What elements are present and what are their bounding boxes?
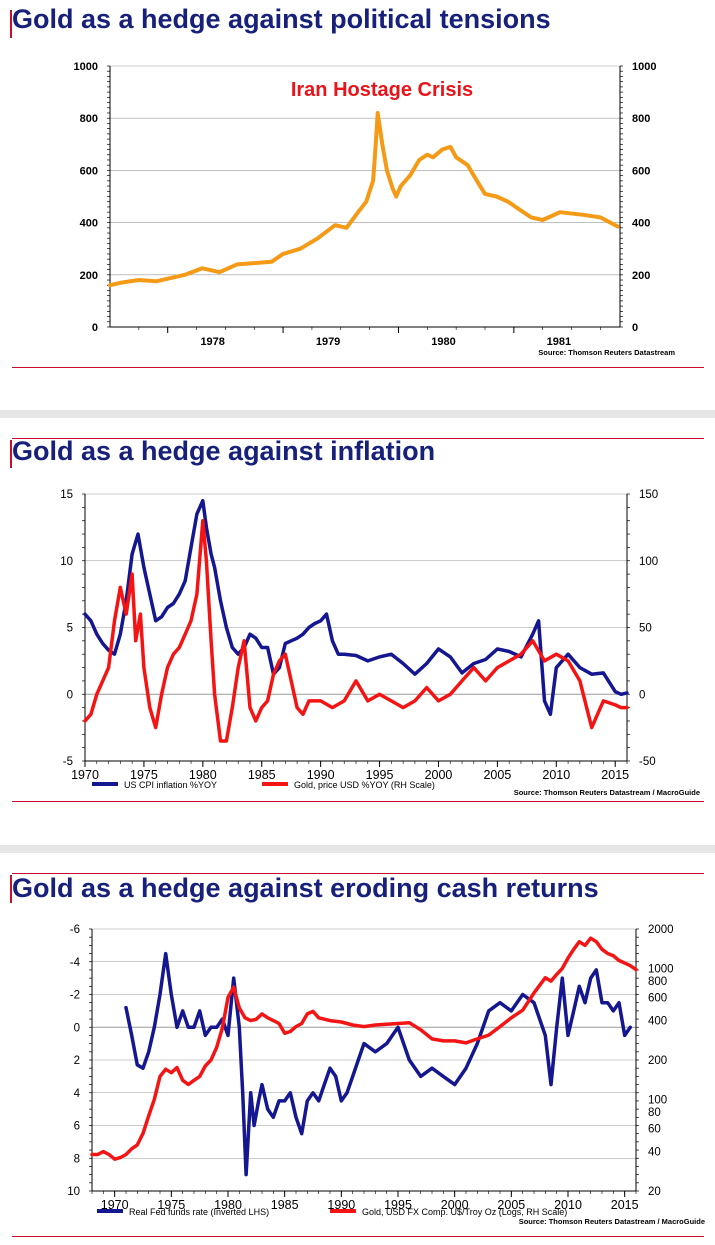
y-tick-label-right: 800 — [632, 113, 650, 125]
y-tick-label-left: 600 — [80, 165, 98, 177]
series-line-2 — [83, 518, 629, 743]
y-tick-label-left: 10 — [67, 1186, 80, 1198]
y-tick-label-right: -50 — [639, 756, 656, 768]
y-tick-label-left: 800 — [80, 113, 98, 125]
x-tick-label: 1970 — [71, 768, 99, 782]
y-tick-label-left: 0 — [92, 322, 98, 334]
bottom-divider — [12, 1236, 704, 1237]
annotation-label: Iran Hostage Crisis — [291, 79, 473, 101]
y-tick-label-right: 400 — [632, 218, 650, 230]
x-tick-label: 1990 — [307, 768, 335, 782]
y-tick-label-right: 2000 — [648, 924, 674, 936]
source-note: Source: Thomson Reuters Datastream / Mac… — [514, 788, 700, 797]
x-tick-label: 1985 — [271, 1198, 299, 1212]
y-tick-label-left: -6 — [70, 924, 80, 936]
x-tick-label: 2000 — [441, 1198, 469, 1212]
x-tick-label: 2000 — [425, 768, 453, 782]
y-tick-label-right: 100 — [639, 556, 658, 568]
x-tick-label: 1980 — [214, 1198, 242, 1212]
chart-panel-cash-returns: Gold as a hedge against eroding cash ret… — [0, 853, 715, 1245]
source-note: Source: Thomson Reuters Datastream — [538, 348, 675, 357]
y-tick-label-right: 40 — [648, 1147, 661, 1159]
y-tick-label-right: 800 — [648, 976, 667, 988]
x-tick-label: 1990 — [327, 1198, 355, 1212]
x-tick-label: 1980 — [431, 336, 455, 348]
x-tick-label: 2015 — [601, 768, 629, 782]
legend-label-2: Gold, price USD %YOY (RH Scale) — [294, 780, 435, 790]
x-tick-label: 1978 — [200, 336, 224, 348]
chart-panel-political: Gold as a hedge against political tensio… — [0, 0, 715, 380]
y-tick-label-left: 10 — [60, 556, 73, 568]
y-tick-label-right: 60 — [648, 1123, 661, 1135]
x-tick-label: 1979 — [316, 336, 340, 348]
x-tick-label: 2005 — [497, 1198, 525, 1212]
series-line-1 — [124, 951, 633, 1177]
x-tick-label: 2010 — [554, 1198, 582, 1212]
y-tick-label-left: 400 — [80, 218, 98, 230]
y-tick-label-left: 200 — [80, 270, 98, 282]
x-tick-label: 2010 — [542, 768, 570, 782]
chart-title: Gold as a hedge against eroding cash ret… — [12, 873, 599, 903]
chart-title: Gold as a hedge against political tensio… — [12, 4, 551, 34]
y-tick-label-right: 200 — [632, 270, 650, 282]
x-tick-label: 1995 — [366, 768, 394, 782]
y-tick-label-right: 100 — [648, 1094, 667, 1106]
x-tick-label: 1995 — [384, 1198, 412, 1212]
legend-label-2: Gold, USD FX Comp. U$/Troy Oz (Logs, RH … — [362, 1207, 567, 1217]
series-line-1 — [83, 498, 629, 717]
y-tick-label-left: 2 — [74, 1055, 80, 1067]
y-tick-label-left: -4 — [70, 957, 81, 969]
y-tick-label-left: -2 — [70, 990, 80, 1002]
x-tick-label: 2005 — [483, 768, 511, 782]
x-tick-label: 1975 — [157, 1198, 185, 1212]
title-accent-bar — [10, 875, 12, 903]
x-tick-label: 1970 — [101, 1198, 129, 1212]
y-tick-label-right: 50 — [639, 623, 652, 635]
y-tick-label-right: 600 — [632, 165, 650, 177]
y-tick-label-right: 0 — [639, 689, 645, 701]
y-tick-label-left: 6 — [74, 1121, 80, 1133]
y-tick-label-right: 1000 — [648, 963, 674, 975]
source-note: Source: Thomson Reuters Datastream / Mac… — [519, 1217, 705, 1226]
x-tick-label: 2015 — [611, 1198, 639, 1212]
title-accent-bar — [10, 10, 12, 38]
bottom-divider — [12, 801, 704, 802]
y-tick-label-right: 200 — [648, 1055, 667, 1067]
y-tick-label-left: 1000 — [74, 61, 98, 73]
x-tick-label: 1981 — [547, 336, 571, 348]
y-tick-label-left: 0 — [67, 689, 73, 701]
bottom-divider — [12, 367, 704, 368]
legend-label-1: Real Fed funds rate (Inverted LHS) — [129, 1207, 269, 1217]
x-tick-label: 1975 — [130, 768, 158, 782]
title-accent-bar — [10, 440, 12, 468]
y-tick-label-right: 80 — [648, 1107, 661, 1119]
y-tick-label-right: 0 — [632, 322, 638, 334]
panel-separator — [0, 845, 715, 853]
chart-political-tensions: 0 200 400 600 800 1000 0 200 400 600 800 1000 1978 19… — [74, 61, 676, 357]
y-tick-label-left: 0 — [74, 1022, 80, 1034]
y-tick-label-left: -5 — [63, 756, 73, 768]
x-tick-label: 1980 — [189, 768, 217, 782]
y-tick-label-right: 400 — [648, 1016, 667, 1028]
legend-label-1: US CPI inflation %YOY — [124, 780, 217, 790]
y-tick-label-left: 4 — [74, 1088, 81, 1100]
chart-title: Gold as a hedge against inflation — [12, 436, 436, 466]
x-tick-label: 1985 — [248, 768, 276, 782]
y-tick-label-right: 1000 — [632, 61, 656, 73]
panel-separator — [0, 410, 715, 418]
y-tick-label-left: 15 — [60, 489, 73, 501]
y-tick-label-right: 600 — [648, 992, 667, 1004]
y-tick-label-right: 20 — [648, 1186, 661, 1198]
series-line-2 — [90, 936, 638, 1161]
y-tick-label-right: 150 — [639, 489, 658, 501]
y-tick-label-left: 8 — [74, 1153, 80, 1165]
title-underline — [12, 873, 704, 874]
title-underline — [12, 438, 704, 439]
chart-panel-inflation: Gold as a hedge against inflation -5 0 5 10… — [0, 418, 715, 818]
y-tick-label-left: 5 — [67, 623, 73, 635]
series-line-1 — [108, 111, 620, 288]
